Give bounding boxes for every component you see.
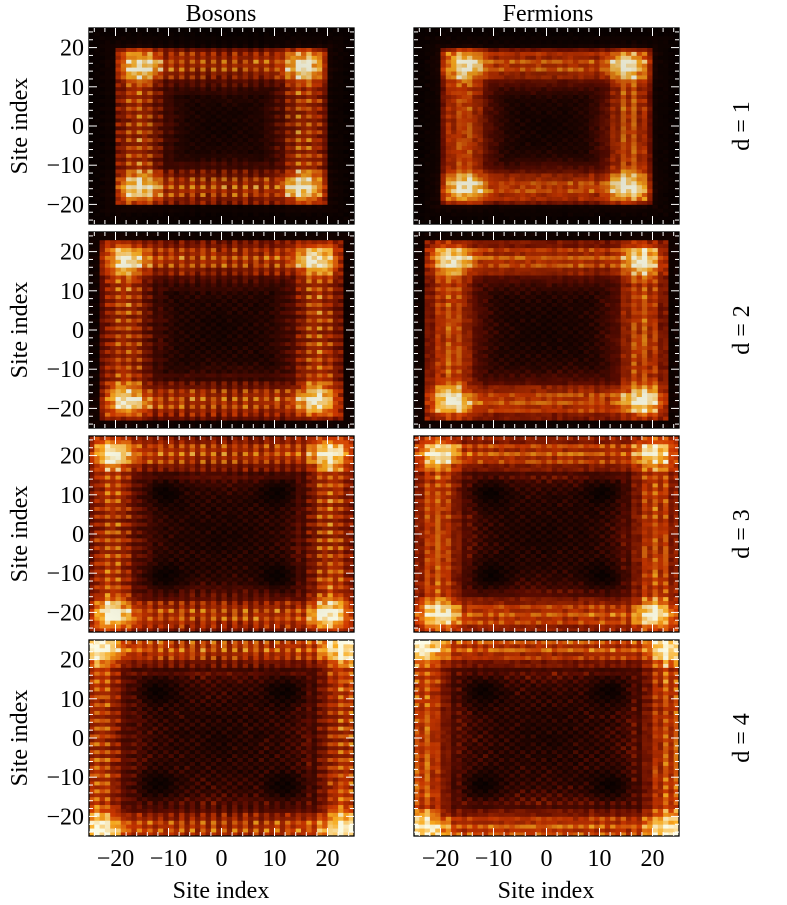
column-title-bosons: Bosons [186, 1, 257, 27]
column-title-fermions: Fermions [503, 1, 594, 27]
heatmap-panel-fermions-d1 [413, 27, 680, 225]
panels-grid [88, 27, 680, 837]
heatmap-panel-bosons-d1 [88, 27, 355, 225]
heatmap-shading [89, 28, 354, 224]
